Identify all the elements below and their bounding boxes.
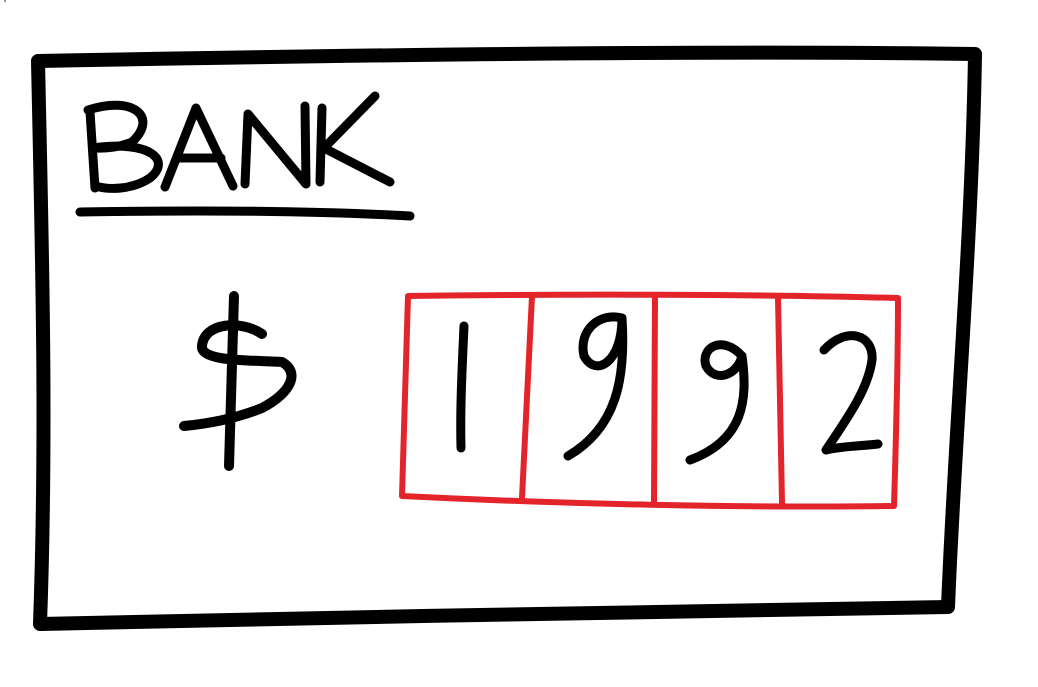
svg-text:BANK: BANK — [0, 0, 45, 4]
svg-text:2: 2 — [0, 0, 10, 4]
digit-2: 9 — [0, 0, 628, 461]
svg-text:$: $ — [0, 0, 10, 4]
digit-box-outline — [399, 291, 901, 510]
digit-1: 1 — [0, 0, 469, 453]
svg-text:9: 9 — [0, 0, 10, 4]
digit-divider — [519, 293, 535, 501]
digit-divider — [651, 293, 658, 505]
digit-divider — [775, 295, 785, 506]
label-underline — [75, 206, 415, 221]
svg-text:1: 1 — [0, 0, 10, 4]
digit-4: 2 — [0, 0, 883, 455]
dollar-sign: $ — [0, 0, 297, 471]
card-frame — [31, 45, 982, 631]
digit-3: 9 — [0, 0, 749, 465]
svg-text:9: 9 — [0, 0, 10, 4]
amount-display: 1 9 9 2 — [0, 0, 901, 510]
letter-a — [160, 103, 238, 192]
bank-label: BANK — [0, 0, 395, 193]
letter-n — [240, 101, 311, 189]
